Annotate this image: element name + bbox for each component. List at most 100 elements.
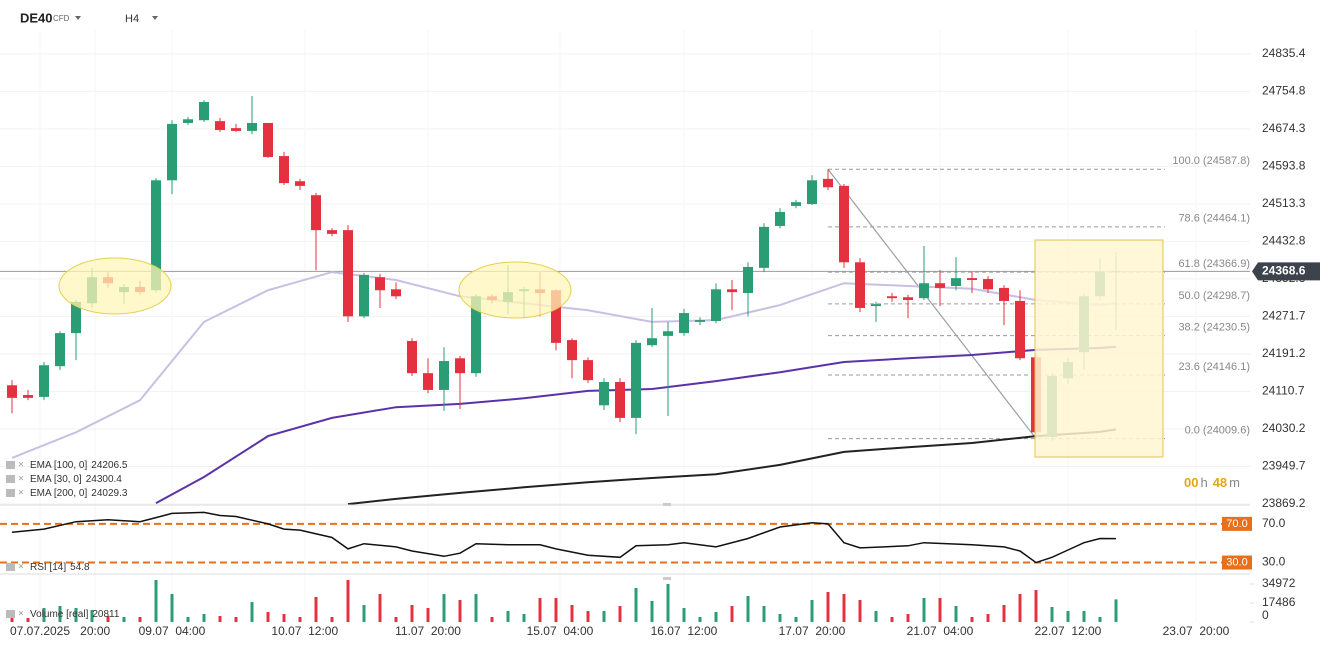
volume-bar xyxy=(922,598,926,622)
candle-body xyxy=(791,202,801,206)
y-tick-label: 24513.3 xyxy=(1262,196,1306,210)
volume-bar xyxy=(346,579,350,622)
rsi-tick-label: 70.0 xyxy=(1262,516,1286,530)
legend-close: × xyxy=(18,609,24,620)
volume-bar xyxy=(986,614,990,622)
rsi-level-box xyxy=(1222,555,1252,570)
symbol[interactable]: DE40 xyxy=(20,10,53,25)
volume-bar xyxy=(266,611,270,622)
candle-body xyxy=(455,358,465,374)
candle-body xyxy=(871,304,881,307)
x-tick-label: 22.07 12:00 xyxy=(1035,624,1102,638)
rsi-level-label: 30.0 xyxy=(1226,556,1247,568)
volume-bar xyxy=(1066,611,1070,622)
candle-body xyxy=(887,296,897,299)
rsi-tick-label: 30.0 xyxy=(1262,555,1286,569)
panel-handle[interactable] xyxy=(663,577,671,580)
fib-label: 38.2 (24230.5) xyxy=(1178,322,1250,334)
volume-bar xyxy=(810,599,814,622)
candle-body xyxy=(215,121,225,130)
legend-name: EMA [100, 0] xyxy=(30,460,87,471)
y-tick-label: 23869.2 xyxy=(1262,496,1306,510)
dropdown-arrow[interactable] xyxy=(152,16,158,20)
x-tick-label: 11.07 20:00 xyxy=(395,624,461,638)
highlight-box xyxy=(1034,239,1164,458)
highlight xyxy=(58,257,172,315)
volume-bar xyxy=(586,611,590,622)
volume-bar xyxy=(1098,616,1102,622)
timer-minutes: 48 xyxy=(1213,475,1227,490)
legend-name: EMA [200, 0] xyxy=(30,488,87,499)
volume-bar xyxy=(330,616,334,622)
y-tick-label: 24674.3 xyxy=(1262,121,1306,135)
candle-body xyxy=(423,373,433,390)
candle-body xyxy=(743,266,753,294)
candle-body xyxy=(183,119,193,123)
x-tick-label: 10.07 12:00 xyxy=(271,624,338,638)
y-tick-label: 23949.7 xyxy=(1262,459,1306,473)
candle-timer: 00 h 48 m xyxy=(1184,475,1240,490)
legend-close: × xyxy=(18,474,24,485)
legend-value: 24300.4 xyxy=(86,474,123,485)
instrument-type: CFD xyxy=(53,14,70,23)
volume-bar xyxy=(234,616,238,622)
volume-bar xyxy=(906,614,910,622)
panel-handle[interactable] xyxy=(663,503,671,506)
candle-body xyxy=(391,289,401,297)
highlight xyxy=(458,261,572,319)
candle-body xyxy=(295,181,305,186)
y-tick-label: 24432.8 xyxy=(1262,234,1306,248)
candle-body xyxy=(807,180,817,205)
volume-tick-label: 34972 xyxy=(1262,576,1296,590)
volume-tick-label: 0 xyxy=(1262,608,1269,622)
candle-body xyxy=(935,283,945,288)
volume-bar xyxy=(506,611,510,622)
candle-body xyxy=(951,278,961,287)
volume-bar xyxy=(1018,594,1022,622)
volume-bar xyxy=(426,608,430,622)
volume-bar xyxy=(666,584,670,622)
candle-body xyxy=(39,365,49,397)
volume-bar xyxy=(218,615,222,622)
volume-tick-label: 17486 xyxy=(1262,595,1296,609)
volume-bar xyxy=(874,611,878,622)
legend-entry: EMA [30, 0] 24300.4 xyxy=(30,474,122,485)
legend-icon xyxy=(6,461,15,469)
volume-bar xyxy=(970,616,974,622)
candle-body xyxy=(679,313,689,334)
candle-body xyxy=(343,230,353,317)
timeframe[interactable]: H4 xyxy=(125,13,139,25)
legend-entry: EMA [200, 0] 24029.3 xyxy=(30,488,128,499)
fib-label: 0.0 (24009.6) xyxy=(1185,424,1250,436)
candle-body xyxy=(999,287,1009,301)
candle-body xyxy=(839,185,849,263)
fib-label: 61.8 (24366.9) xyxy=(1178,258,1250,270)
rsi-legend: RSI [14] 54.8 xyxy=(30,562,90,573)
volume-bar xyxy=(794,616,798,622)
legend-close: × xyxy=(18,460,24,471)
x-tick-label: 09.07 04:00 xyxy=(139,624,206,638)
volume-bar xyxy=(1034,589,1038,622)
candle-body xyxy=(359,274,369,317)
x-tick-label: 20:00 xyxy=(80,624,110,638)
volume-bar xyxy=(538,598,542,622)
volume-bar xyxy=(26,618,30,622)
dropdown-arrow[interactable] xyxy=(75,16,81,20)
legend-value: 24206.5 xyxy=(91,460,128,471)
volume-bar xyxy=(42,608,46,622)
candle-body xyxy=(663,331,673,336)
volume-bar xyxy=(730,605,734,622)
x-tick-label: 16.07 12:00 xyxy=(651,624,718,638)
volume-bar xyxy=(298,616,302,622)
volume-bar xyxy=(890,616,894,622)
volume-bar xyxy=(170,594,174,622)
y-tick-label: 24593.8 xyxy=(1262,159,1306,173)
volume-bar xyxy=(602,611,606,622)
volume-bar xyxy=(826,591,830,622)
x-tick-label: 17.07 20:00 xyxy=(779,624,846,638)
volume-bar xyxy=(522,614,526,622)
candle-body xyxy=(247,122,257,131)
legend-name: Volume [real] xyxy=(30,609,89,620)
rsi-level-box xyxy=(1222,516,1252,531)
